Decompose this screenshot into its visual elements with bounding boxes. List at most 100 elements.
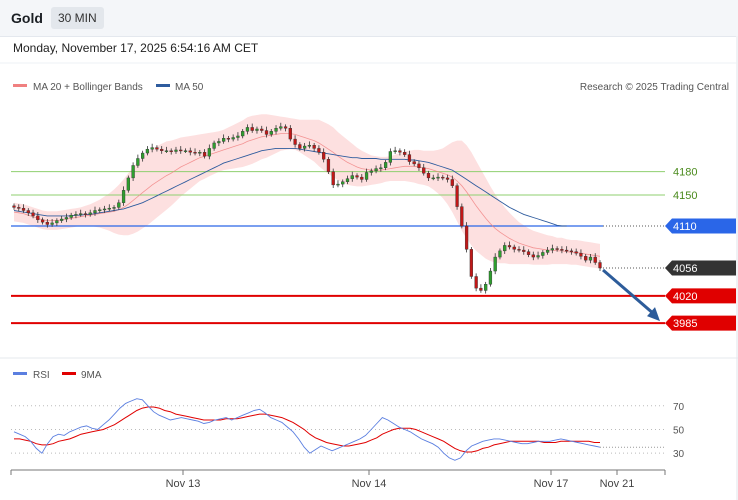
- candle-body: [274, 128, 278, 132]
- candle-body: [565, 249, 569, 252]
- rsi-ma-line: [14, 406, 600, 453]
- candle-body: [479, 287, 483, 291]
- candle-body: [302, 145, 307, 149]
- candle-body: [179, 149, 183, 152]
- candle-body: [126, 177, 130, 191]
- rsi-legend-swatch: [13, 372, 27, 375]
- candle-body: [598, 262, 602, 269]
- candle-body: [493, 256, 497, 272]
- ma20-line: [13, 133, 601, 257]
- level-tag-3985: [665, 315, 736, 331]
- candle-body: [464, 225, 469, 250]
- candle-body: [150, 147, 154, 150]
- candle-body: [279, 126, 283, 129]
- candle-body: [455, 185, 459, 207]
- rsi-ma-legend-label: 9MA: [81, 370, 102, 381]
- candle-body: [212, 142, 216, 149]
- level-label-4020: 4020: [673, 291, 697, 303]
- right-frame: [736, 36, 738, 500]
- x-tick-label: Nov 21: [600, 478, 635, 490]
- candle-body: [522, 249, 526, 252]
- candle-body: [293, 138, 297, 145]
- candle-body: [422, 167, 426, 174]
- candle-body: [198, 152, 202, 154]
- candle-body: [131, 165, 135, 179]
- candle-body: [117, 202, 121, 208]
- candle-body: [393, 150, 397, 152]
- candle-body: [64, 217, 69, 220]
- projection-arrow-shaft: [602, 268, 655, 316]
- level-label-4150: 4150: [673, 190, 697, 202]
- candle-body: [98, 209, 102, 211]
- candle-body: [341, 181, 345, 185]
- candle-body: [355, 175, 359, 178]
- candle-body: [160, 148, 164, 151]
- rsi-tick-30: 30: [673, 449, 685, 460]
- candle-body: [383, 162, 388, 169]
- level-tag-4020: [665, 288, 736, 304]
- candle-body: [531, 254, 535, 258]
- candle-body: [364, 172, 369, 180]
- ma50-line: [13, 147, 567, 227]
- candle-body: [369, 170, 373, 173]
- candle-body: [236, 135, 240, 138]
- candle-body: [560, 249, 564, 251]
- candle-body: [26, 210, 30, 214]
- candle-body: [112, 207, 116, 209]
- candle-body: [102, 208, 107, 211]
- rsi-tick-70: 70: [673, 402, 685, 413]
- candle-body: [593, 256, 597, 263]
- candle-body: [107, 207, 111, 210]
- candle-body: [260, 128, 264, 131]
- candle-body: [488, 270, 493, 285]
- candle-body: [255, 128, 259, 131]
- time-axis: Nov 13 Nov 14 Nov 17 Nov 21: [10, 469, 666, 490]
- candle-body: [93, 210, 97, 214]
- timeframe-button[interactable]: 30 MIN: [51, 7, 104, 29]
- candle-body: [360, 176, 364, 180]
- candle-body: [188, 150, 192, 153]
- candle-body: [512, 246, 516, 250]
- candle-body: [498, 250, 502, 258]
- rsi-pane: 70 50 30: [11, 398, 685, 461]
- datetime-label: Monday, November 17, 2025 6:54:16 AM CET: [13, 41, 259, 55]
- candle-body: [426, 173, 431, 179]
- candle-body: [60, 218, 64, 221]
- candle-body: [336, 183, 340, 186]
- candle-body: [350, 175, 354, 179]
- candle-body: [307, 145, 312, 147]
- level-labels-layer: 4180 4150 4110 4056 4020 3985: [665, 167, 736, 331]
- rsi-line: [13, 398, 601, 461]
- candle-body: [136, 158, 140, 166]
- candle-body: [88, 212, 92, 215]
- candle-body: [469, 249, 473, 277]
- credit-label: Research © 2025 Trading Central: [580, 82, 729, 93]
- chart-header: Gold 30 MIN: [0, 0, 738, 37]
- candle-body: [412, 161, 416, 165]
- candle-body: [526, 251, 531, 255]
- ma-lines-layer: [13, 133, 601, 257]
- candle-body: [441, 176, 445, 179]
- candle-body: [193, 152, 197, 154]
- candle-body: [31, 212, 35, 217]
- candle-body: [574, 251, 578, 254]
- candle-body: [431, 177, 435, 180]
- candle-body: [436, 176, 440, 179]
- candle-body: [269, 131, 273, 135]
- candle-body: [12, 205, 16, 208]
- level-label-4110: 4110: [673, 221, 697, 233]
- candle-body: [74, 214, 78, 216]
- candle-body: [264, 130, 269, 135]
- candle-body: [331, 171, 335, 186]
- candle-body: [221, 138, 226, 142]
- candle-body: [288, 128, 292, 140]
- candle-body: [250, 127, 254, 131]
- candle-body: [517, 249, 521, 251]
- candle-body: [155, 147, 159, 150]
- candle-body: [450, 179, 454, 186]
- candle-body: [169, 150, 173, 152]
- levels-layer: [11, 171, 665, 325]
- candle-body: [541, 252, 545, 256]
- candle-body: [584, 256, 588, 261]
